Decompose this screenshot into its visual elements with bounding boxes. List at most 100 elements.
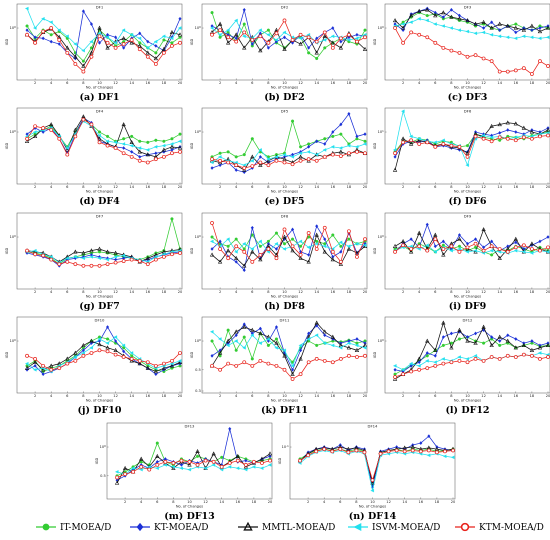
data-point bbox=[210, 166, 214, 170]
x-tick-label: 6 bbox=[66, 81, 69, 85]
data-point bbox=[235, 458, 240, 463]
x-axis-label-df9: No. of Changes bbox=[454, 295, 481, 299]
x-axis-label-df10: No. of Changes bbox=[86, 399, 113, 403]
data-point bbox=[274, 31, 279, 36]
data-point bbox=[537, 345, 543, 350]
data-point bbox=[490, 335, 494, 339]
y-axis-label-df13: IGD bbox=[95, 457, 99, 464]
data-point bbox=[195, 454, 200, 458]
data-point bbox=[425, 140, 430, 145]
x-tick-label: 8 bbox=[450, 394, 453, 398]
x-tick-label: 18 bbox=[530, 81, 535, 85]
x-tick-label: 10 bbox=[97, 81, 102, 85]
x-tick-label: 16 bbox=[419, 500, 424, 504]
data-point bbox=[314, 50, 319, 55]
data-point bbox=[250, 357, 254, 361]
data-point bbox=[24, 361, 29, 366]
data-point bbox=[179, 466, 183, 471]
panel-title-df12: DF12 bbox=[463, 318, 474, 323]
data-point bbox=[481, 248, 486, 253]
data-point bbox=[258, 257, 263, 262]
data-point bbox=[393, 151, 397, 156]
data-point bbox=[258, 148, 262, 152]
data-point bbox=[538, 357, 542, 361]
x-tick-label: 10 bbox=[282, 185, 287, 189]
data-point bbox=[392, 148, 397, 152]
data-point bbox=[258, 326, 262, 331]
caption-df5: (e) DF5 bbox=[265, 196, 305, 207]
data-point bbox=[513, 245, 518, 250]
data-point bbox=[219, 464, 224, 469]
data-point bbox=[355, 254, 359, 259]
data-point bbox=[258, 341, 262, 345]
data-point bbox=[146, 140, 150, 144]
data-point bbox=[465, 18, 470, 23]
data-point bbox=[443, 449, 447, 454]
x-tick-label: 2 bbox=[402, 290, 404, 294]
data-point bbox=[290, 371, 295, 376]
y-axis-label-df4: IGD bbox=[5, 142, 9, 149]
x-tick-label: 2 bbox=[219, 185, 221, 189]
series-isvm-moea-d bbox=[114, 463, 272, 476]
data-point bbox=[139, 467, 143, 472]
data-point bbox=[49, 128, 54, 132]
data-point bbox=[521, 343, 526, 348]
data-point bbox=[274, 325, 278, 329]
data-point bbox=[81, 59, 85, 63]
data-point bbox=[250, 247, 254, 251]
data-point bbox=[498, 138, 502, 142]
data-point bbox=[121, 28, 126, 32]
data-point bbox=[89, 248, 94, 253]
data-point bbox=[417, 8, 422, 13]
caption-df1: (a) DF1 bbox=[79, 92, 119, 103]
panel-title-df13: DF13 bbox=[185, 424, 196, 429]
data-point bbox=[530, 247, 534, 251]
data-point bbox=[425, 243, 429, 248]
data-point bbox=[290, 248, 295, 253]
data-point bbox=[425, 222, 429, 227]
data-point bbox=[290, 377, 295, 381]
data-point bbox=[425, 248, 430, 253]
data-point bbox=[291, 40, 295, 45]
data-point bbox=[290, 237, 295, 241]
data-point bbox=[97, 140, 102, 145]
data-point bbox=[322, 225, 327, 230]
data-point bbox=[130, 149, 134, 154]
data-point bbox=[81, 353, 86, 358]
data-point bbox=[218, 337, 222, 341]
data-point bbox=[169, 144, 175, 149]
series-ktm-moea-d bbox=[210, 221, 367, 264]
legend-label: KT-MOEA/D bbox=[154, 523, 209, 533]
x-tick-label: 2 bbox=[34, 290, 36, 294]
data-point bbox=[298, 41, 303, 46]
data-point bbox=[347, 229, 351, 234]
data-point bbox=[306, 157, 311, 162]
x-tick-label: 4 bbox=[235, 185, 238, 189]
data-point bbox=[451, 448, 455, 453]
data-point bbox=[244, 458, 248, 463]
x-tick-label: 18 bbox=[530, 290, 535, 294]
data-point bbox=[441, 45, 446, 50]
data-point bbox=[400, 25, 406, 30]
data-point bbox=[161, 254, 166, 259]
x-tick-label: 14 bbox=[402, 500, 407, 504]
data-point bbox=[291, 367, 295, 372]
x-tick-label: 4 bbox=[50, 394, 53, 398]
data-point bbox=[489, 135, 494, 140]
data-point bbox=[401, 140, 406, 145]
series-it-moea-d bbox=[25, 335, 182, 374]
data-point bbox=[57, 42, 61, 46]
data-point bbox=[433, 22, 437, 26]
data-point bbox=[322, 30, 327, 35]
x-tick-label: 16 bbox=[514, 394, 519, 398]
data-point bbox=[106, 337, 110, 341]
data-point bbox=[473, 248, 478, 253]
data-point bbox=[489, 248, 494, 253]
data-point bbox=[425, 35, 430, 40]
data-point bbox=[457, 50, 462, 55]
data-point bbox=[282, 234, 287, 239]
data-point bbox=[218, 348, 222, 353]
data-point bbox=[97, 256, 101, 261]
data-point bbox=[129, 357, 134, 361]
data-point bbox=[153, 39, 158, 44]
